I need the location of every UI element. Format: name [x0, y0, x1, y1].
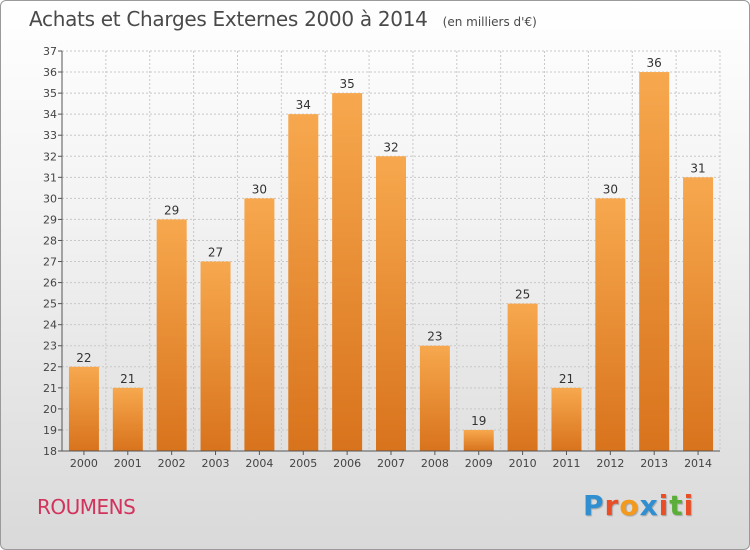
bar-2007 — [376, 156, 406, 451]
logo-letter: t — [669, 489, 684, 522]
data-label-2013: 36 — [647, 56, 662, 70]
data-label-2009: 19 — [471, 414, 486, 428]
x-tick-label: 2004 — [245, 457, 273, 470]
y-tick-label: 19 — [43, 424, 57, 437]
bar-2006 — [332, 93, 363, 452]
bar-2012 — [595, 198, 626, 451]
x-tick-label: 2006 — [333, 457, 361, 470]
data-label-2007: 32 — [383, 140, 398, 154]
x-tick-label: 2003 — [202, 457, 230, 470]
data-label-2000: 22 — [76, 351, 91, 365]
y-tick-label: 18 — [43, 445, 57, 458]
data-label-2003: 27 — [208, 246, 223, 260]
y-tick-label: 24 — [43, 319, 57, 332]
bar-2010 — [507, 303, 538, 451]
chart-header: Achats et Charges Externes 2000 à 2014 (… — [29, 7, 537, 31]
logo-letter: x — [639, 489, 659, 522]
bar-2005 — [288, 114, 319, 451]
y-tick-label: 28 — [43, 234, 57, 247]
bar-2002 — [156, 219, 187, 451]
bar-2008 — [419, 345, 450, 451]
y-tick-label: 27 — [43, 256, 57, 269]
bar-2013 — [639, 72, 670, 451]
proxiti-logo[interactable]: Proxiti — [583, 489, 694, 522]
y-tick-label: 25 — [43, 298, 57, 311]
data-label-2002: 29 — [164, 203, 179, 217]
bar-2000 — [68, 366, 99, 451]
y-tick-label: 37 — [43, 45, 57, 58]
logo-letter: o — [619, 489, 640, 522]
y-tick-label: 20 — [43, 403, 57, 416]
bar-2004 — [244, 198, 275, 451]
data-label-2008: 23 — [427, 330, 442, 344]
x-tick-label: 2011 — [552, 457, 580, 470]
data-label-2014: 31 — [690, 161, 705, 175]
y-tick-label: 30 — [43, 192, 57, 205]
x-tick-label: 2010 — [509, 457, 537, 470]
axes: 18 19 20 21 22 23 24 25 26 27 28 29 30 31 32 33 34 35 36 37… — [43, 45, 720, 470]
bar-2011 — [551, 387, 582, 451]
logo-letter: P — [583, 489, 605, 522]
bar-2009 — [463, 429, 494, 451]
data-label-2004: 30 — [252, 182, 267, 196]
x-tick-label: 2008 — [421, 457, 449, 470]
y-tick-label: 26 — [43, 277, 57, 290]
x-tick-label: 2007 — [377, 457, 405, 470]
logo-letter: i — [683, 489, 695, 522]
x-tick-label: 2002 — [158, 457, 186, 470]
x-tick-label: 2000 — [70, 457, 98, 470]
logo-letter: i — [658, 489, 670, 522]
chart-title: Achats et Charges Externes 2000 à 2014 — [29, 7, 428, 31]
logo-letter: r — [604, 489, 620, 522]
y-tick-label: 23 — [43, 340, 57, 353]
y-tick-label: 35 — [43, 87, 57, 100]
y-tick-label: 29 — [43, 213, 57, 226]
data-label-2010: 25 — [515, 288, 530, 302]
data-label-2005: 34 — [296, 98, 311, 112]
bars — [68, 72, 714, 452]
x-tick-label: 2014 — [684, 457, 712, 470]
data-labels: 22 21 29 27 30 34 35 32 23 19 25 21 30 36 31 — [76, 56, 705, 428]
y-tick-label: 32 — [43, 150, 57, 163]
x-tick-label: 2001 — [114, 457, 142, 470]
y-tick-label: 34 — [43, 108, 57, 121]
x-tick-label: 2012 — [596, 457, 624, 470]
x-tick-label: 2013 — [640, 457, 668, 470]
y-tick-label: 31 — [43, 171, 57, 184]
commune-name: ROUMENS — [37, 495, 136, 519]
y-tick-label: 36 — [43, 66, 57, 79]
data-label-2011: 21 — [559, 372, 574, 386]
bar-2003 — [200, 261, 231, 451]
chart-subtitle: (en milliers d'€) — [442, 15, 537, 29]
y-tick-label: 33 — [43, 129, 57, 142]
data-label-2012: 30 — [603, 182, 618, 196]
y-tick-label: 22 — [43, 361, 57, 374]
y-tick-label: 21 — [43, 382, 57, 395]
x-tick-label: 2005 — [289, 457, 317, 470]
x-tick-label: 2009 — [465, 457, 493, 470]
data-label-2001: 21 — [120, 372, 135, 386]
bar-2001 — [112, 387, 143, 451]
data-label-2006: 35 — [339, 77, 354, 91]
bar-2014 — [683, 177, 714, 451]
